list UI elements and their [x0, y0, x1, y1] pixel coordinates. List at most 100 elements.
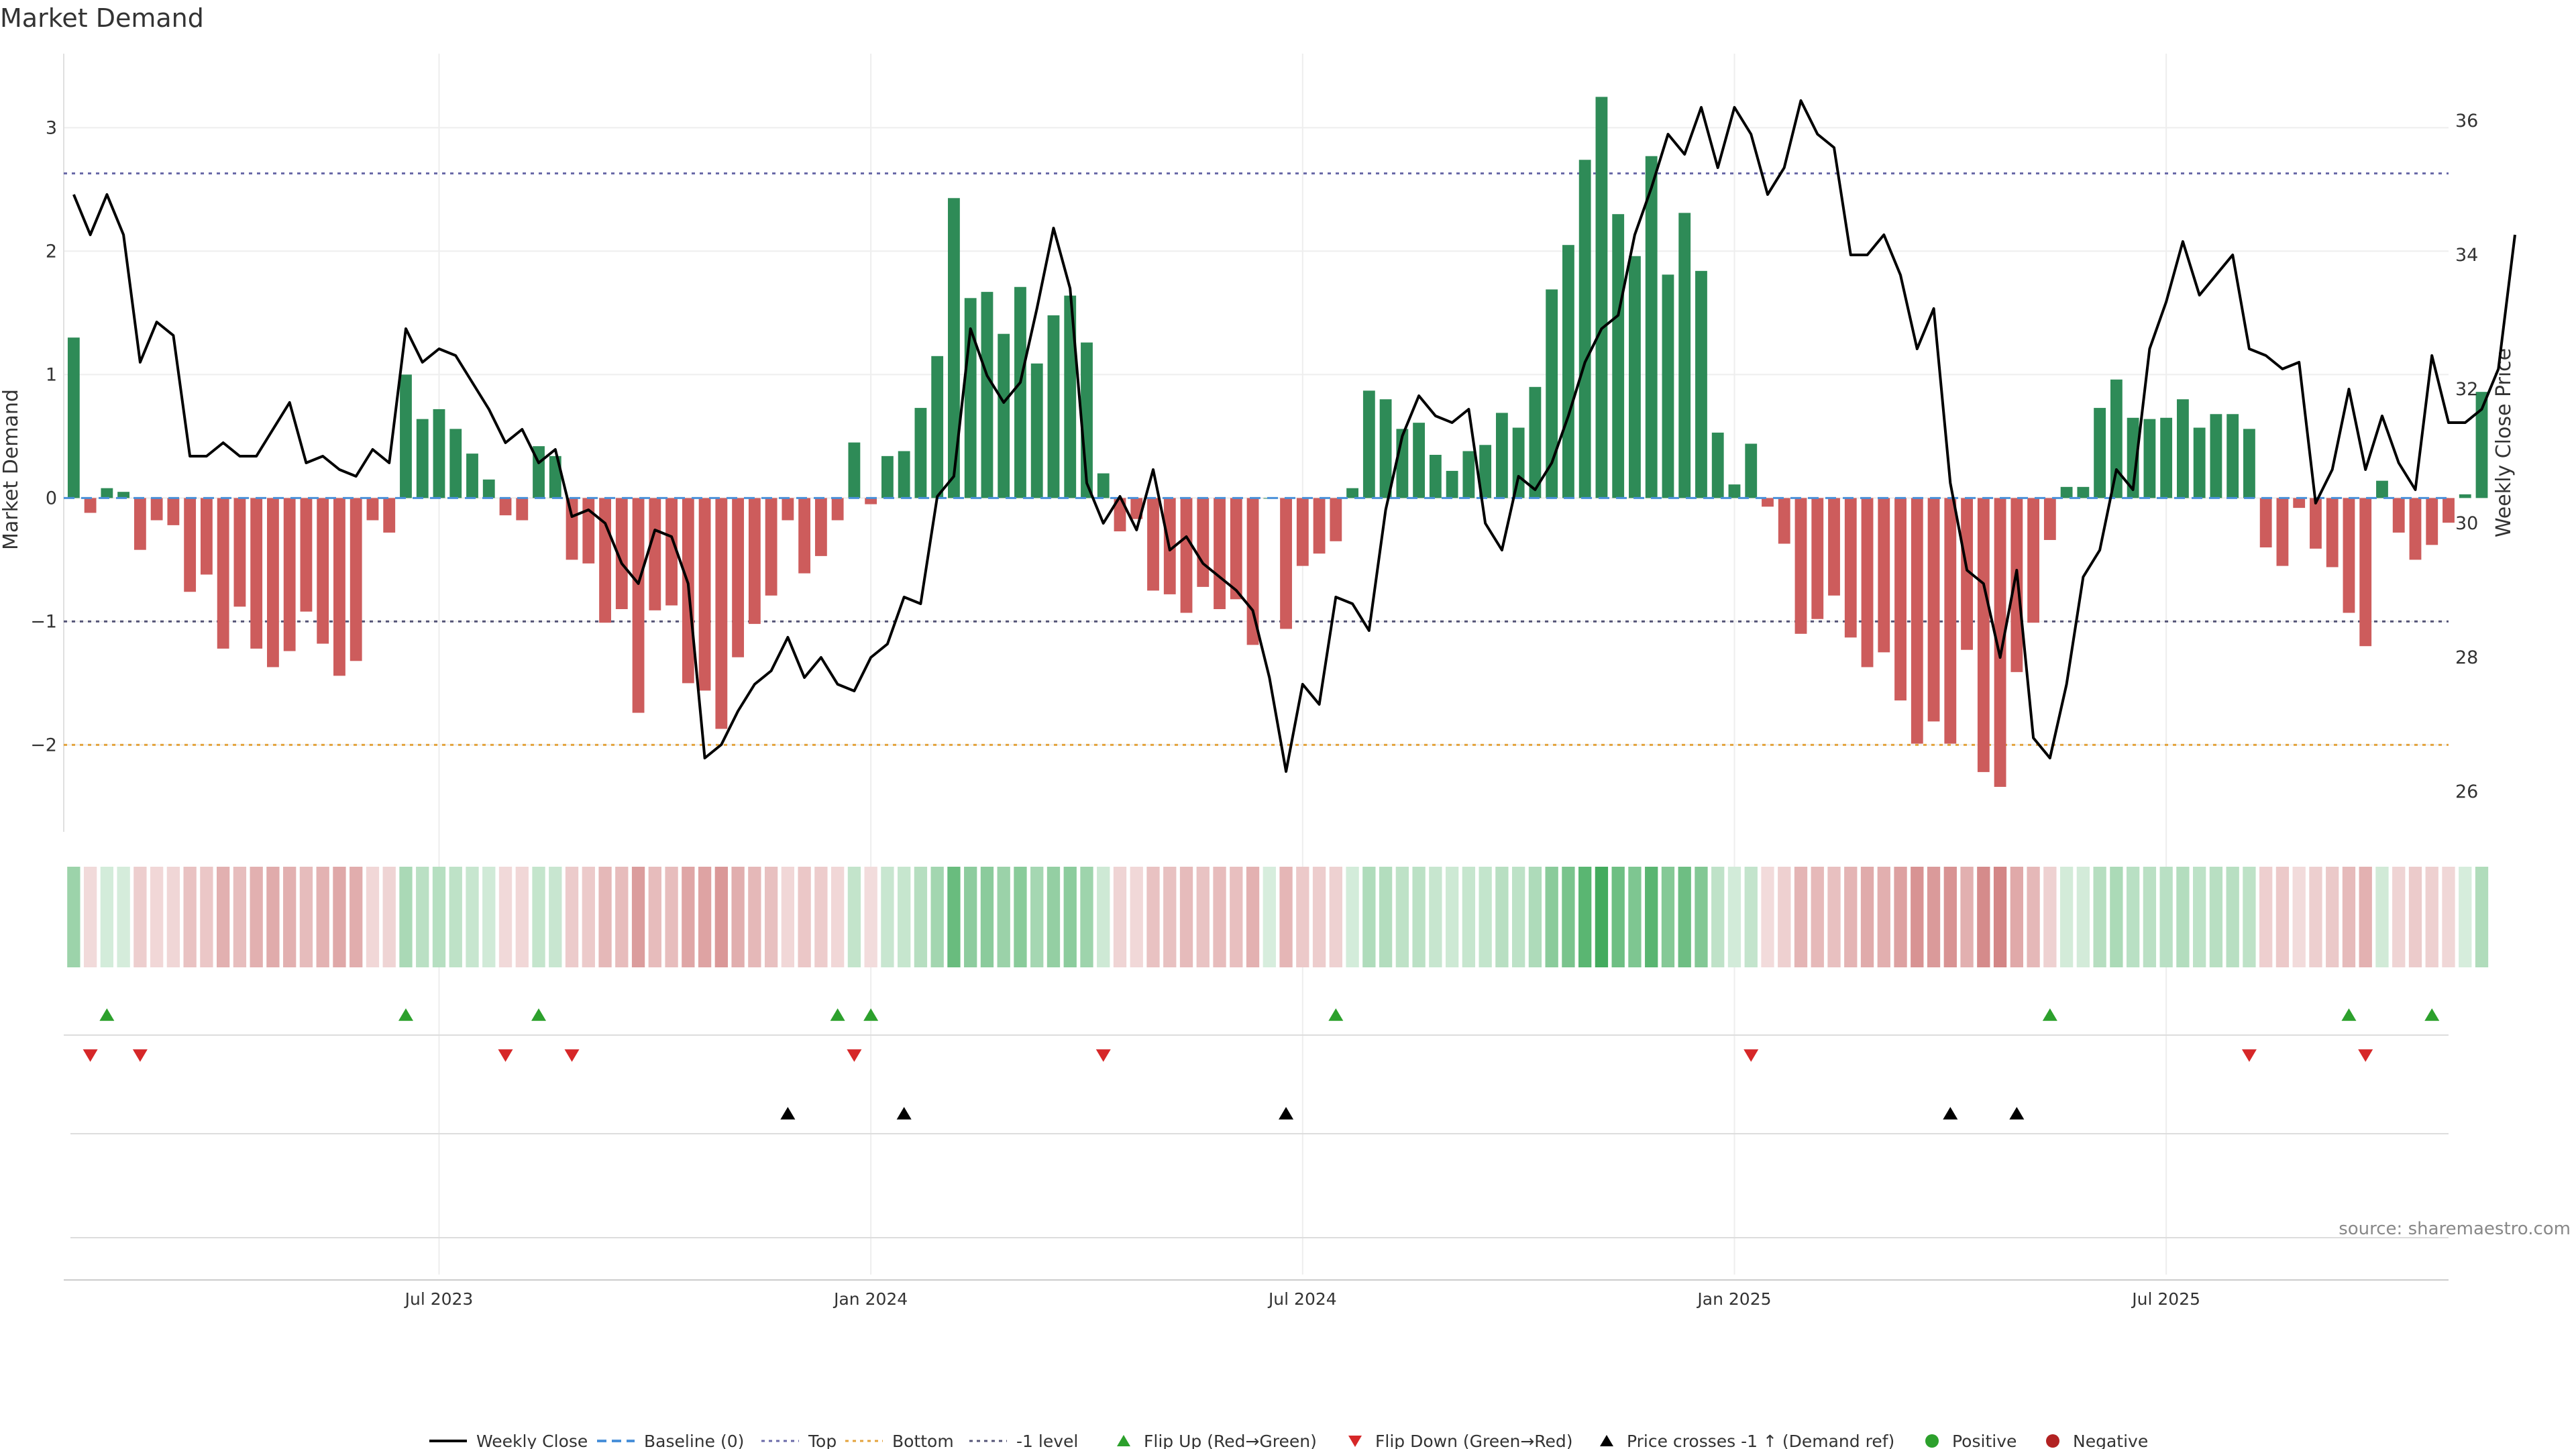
y2-tick-label: 36	[2455, 111, 2478, 131]
demand-bar	[2077, 486, 2090, 498]
flip-down-marker	[847, 1049, 862, 1062]
demand-bar	[1678, 213, 1691, 498]
demand-bar	[482, 479, 495, 498]
heat-cell	[1263, 867, 1276, 967]
heat-cell	[1511, 867, 1525, 967]
heat-cell	[2392, 867, 2406, 967]
x-tick-label: Jul 2025	[2131, 1289, 2200, 1309]
demand-bar	[1529, 386, 1542, 498]
y2-tick-label: 34	[2455, 245, 2478, 266]
heat-cell	[2159, 867, 2173, 967]
heat-cell	[250, 867, 263, 967]
x-tick-label: Jan 2025	[1696, 1289, 1771, 1309]
y-tick-label: 3	[46, 117, 57, 138]
demand-bar	[1894, 498, 1907, 701]
demand-bar	[1878, 498, 1890, 653]
demand-bar	[267, 498, 279, 667]
heat-cell	[432, 867, 446, 967]
legend: Weekly Close Baseline (0) Top Bottom -1 leve…	[429, 1432, 2148, 1449]
heat-cell	[1346, 867, 1359, 967]
heat-cell	[549, 867, 562, 967]
heat-cell	[2243, 867, 2256, 967]
legend-label: Weekly Close	[476, 1432, 588, 1449]
heat-cell	[299, 867, 313, 967]
heat-cell	[2010, 867, 2023, 967]
heat-cell	[1960, 867, 1974, 967]
legend-swatch-negative	[2046, 1434, 2059, 1448]
demand-bar	[1064, 295, 1077, 498]
heat-cell	[2342, 867, 2356, 967]
legend-item: Weekly Close	[429, 1432, 588, 1449]
demand-bar	[615, 498, 628, 609]
heat-cell	[1495, 867, 1509, 967]
flip-up-marker	[863, 1008, 879, 1021]
heat-cell	[631, 867, 645, 967]
demand-bar	[1413, 423, 1426, 498]
demand-bar	[2443, 498, 2455, 523]
demand-bar	[2426, 498, 2438, 545]
demand-bar	[2475, 392, 2488, 498]
heat-cell	[150, 867, 164, 967]
heat-cell	[714, 867, 729, 967]
demand-bar	[1330, 498, 1342, 541]
heat-cell	[930, 867, 944, 967]
demand-bar	[2010, 498, 2023, 672]
flip-down-marker	[83, 1049, 98, 1062]
demand-bar	[1977, 498, 1990, 772]
demand-bar	[1546, 289, 1558, 498]
heat-cell	[1678, 867, 1691, 967]
demand-bar	[1828, 498, 1840, 596]
event-markers	[64, 1008, 2449, 1281]
demand-bar	[1130, 498, 1143, 519]
heat-cell	[350, 867, 363, 967]
y-tick-label: 2	[46, 241, 57, 262]
demand-heat-strip	[67, 867, 2489, 967]
demand-bar	[898, 451, 910, 498]
demand-bar	[1645, 156, 1658, 498]
demand-bar	[200, 498, 213, 575]
heat-cell	[83, 867, 97, 967]
demand-bar	[1313, 498, 1326, 554]
legend-item: Flip Up (Red→Green)	[1117, 1432, 1317, 1449]
heat-cell	[847, 867, 861, 967]
heat-cell	[449, 867, 462, 967]
legend-item: Price crosses -1 ↑ (Demand ref)	[1600, 1432, 1894, 1449]
demand-bar	[1562, 245, 1574, 498]
heat-cell	[2093, 867, 2106, 967]
demand-bar	[350, 498, 362, 661]
heat-cell	[133, 867, 147, 967]
demand-bar	[881, 455, 894, 498]
demand-bar	[2359, 498, 2372, 647]
heat-cell	[2043, 867, 2057, 967]
demand-bar	[283, 498, 296, 651]
heat-cell	[1528, 867, 1542, 967]
heat-cell	[382, 867, 396, 967]
heat-cell	[2209, 867, 2223, 967]
demand-bar	[1595, 97, 1608, 498]
heat-cell	[399, 867, 413, 967]
demand-bar	[1745, 443, 1758, 498]
heat-cell	[964, 867, 977, 967]
legend-label: Negative	[2073, 1432, 2148, 1449]
demand-bar	[2392, 498, 2405, 533]
y-tick-label: −2	[30, 735, 57, 755]
heat-cell	[864, 867, 877, 967]
heat-cell	[2425, 867, 2438, 967]
demand-bar	[2127, 417, 2139, 498]
heat-cell	[764, 867, 778, 967]
heat-cell	[1113, 867, 1127, 967]
heat-cell	[682, 867, 695, 967]
heat-cell	[698, 867, 712, 967]
heat-cell	[2193, 867, 2206, 967]
demand-bar	[1844, 498, 1857, 638]
demand-bar	[1379, 399, 1392, 498]
demand-bar	[1711, 432, 1724, 498]
demand-bar	[765, 498, 777, 596]
heat-cell	[2059, 867, 2074, 967]
heat-cell	[1362, 867, 1376, 967]
heat-cell	[67, 867, 80, 967]
demand-bar	[1479, 445, 1492, 498]
flip-down-marker	[564, 1049, 580, 1062]
heat-cell	[1894, 867, 1907, 967]
demand-bar	[466, 453, 478, 498]
